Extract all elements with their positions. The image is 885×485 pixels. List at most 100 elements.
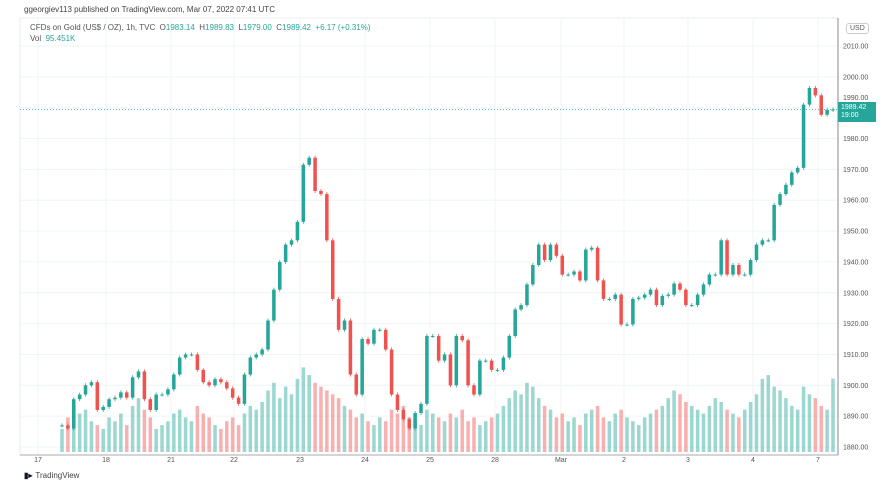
high-value: 1989.83 bbox=[205, 23, 234, 32]
candle bbox=[201, 369, 206, 383]
candle bbox=[378, 329, 382, 331]
volume-bar bbox=[713, 398, 718, 452]
volume-bar bbox=[260, 402, 264, 452]
volume-bar bbox=[719, 402, 723, 452]
candle bbox=[130, 377, 135, 398]
candle bbox=[336, 298, 341, 330]
candle bbox=[525, 284, 529, 306]
volume-bar bbox=[124, 425, 129, 452]
x-tick-label: 17 bbox=[34, 457, 42, 464]
candle bbox=[672, 283, 676, 295]
volume-bar bbox=[242, 413, 247, 452]
candle bbox=[254, 354, 258, 358]
candle bbox=[295, 221, 300, 241]
candle bbox=[283, 244, 288, 262]
x-tick-label: 23 bbox=[296, 457, 304, 464]
volume-bar bbox=[489, 417, 494, 452]
volume-bar bbox=[207, 417, 211, 452]
volume-bar bbox=[531, 386, 535, 452]
x-tick-label: 2 bbox=[622, 457, 626, 464]
volume-bar bbox=[760, 378, 765, 452]
volume-bar bbox=[613, 413, 618, 452]
volume-bar bbox=[301, 367, 306, 452]
candle bbox=[401, 409, 406, 420]
volume-bar bbox=[772, 386, 776, 452]
volume-bar bbox=[519, 394, 523, 452]
candle bbox=[519, 305, 523, 310]
candle bbox=[578, 271, 582, 281]
volume-bar bbox=[513, 390, 517, 452]
volume-bar bbox=[83, 409, 88, 452]
volume-bar bbox=[201, 413, 206, 452]
volume-bar bbox=[336, 398, 341, 452]
last-price: 1989.42 bbox=[841, 104, 867, 111]
tradingview-logo[interactable]: ▮▸ TradingView bbox=[24, 471, 80, 480]
volume-bar bbox=[495, 413, 500, 452]
candle bbox=[754, 244, 759, 261]
volume-bar bbox=[383, 421, 388, 452]
volume-bar bbox=[360, 413, 364, 452]
candle bbox=[195, 354, 200, 370]
candle bbox=[513, 309, 517, 336]
volume-bar bbox=[807, 394, 812, 452]
y-tick-label: 2000.00 bbox=[843, 74, 868, 81]
candle bbox=[448, 354, 453, 386]
volume-bar bbox=[619, 409, 623, 452]
volume-bar bbox=[407, 417, 412, 452]
volume-bar bbox=[536, 398, 541, 452]
y-tick-label: 1900.00 bbox=[843, 383, 868, 390]
volume-bar bbox=[431, 413, 435, 452]
candle bbox=[148, 399, 153, 410]
volume-bar bbox=[472, 417, 476, 452]
candle bbox=[478, 360, 482, 395]
volume-bar bbox=[401, 405, 406, 452]
volume-bar bbox=[660, 405, 665, 452]
last-price-label: 1989.42 19:00 bbox=[838, 102, 876, 122]
currency-button[interactable]: USD bbox=[846, 23, 869, 34]
volume-bar bbox=[189, 421, 194, 452]
volume-bar bbox=[219, 428, 223, 452]
candle bbox=[113, 397, 117, 400]
y-tick-label: 1940.00 bbox=[843, 259, 868, 266]
volume-bar bbox=[684, 402, 688, 452]
volume-bar bbox=[148, 417, 153, 452]
candle bbox=[819, 95, 823, 115]
candle bbox=[454, 335, 459, 386]
candle bbox=[166, 389, 170, 395]
volume-bar bbox=[560, 413, 565, 452]
volume-bar bbox=[507, 398, 512, 452]
candle bbox=[707, 274, 712, 285]
volume-bar bbox=[707, 405, 712, 452]
volume-bar bbox=[695, 409, 700, 452]
volume-bar bbox=[625, 417, 629, 452]
volume-bar bbox=[790, 405, 794, 452]
candle bbox=[119, 392, 123, 398]
candle bbox=[230, 388, 235, 398]
volume-bar bbox=[637, 425, 641, 452]
candle bbox=[142, 371, 147, 400]
change-value: +6.17 (+0.31%) bbox=[315, 23, 371, 32]
candle bbox=[737, 265, 741, 275]
volume-bar bbox=[160, 425, 164, 452]
candle bbox=[319, 190, 323, 195]
volume-bar bbox=[742, 409, 747, 452]
volume-bar bbox=[230, 417, 235, 452]
volume-bar bbox=[725, 409, 729, 452]
volume-bar bbox=[225, 421, 229, 452]
volume-bar bbox=[378, 417, 382, 452]
volume-bar bbox=[342, 405, 347, 452]
volume-bar bbox=[654, 409, 659, 452]
volume-bar bbox=[460, 409, 464, 452]
y-tick-label: 1920.00 bbox=[843, 321, 868, 328]
candle bbox=[489, 360, 494, 370]
candle bbox=[495, 369, 500, 371]
candle bbox=[183, 354, 188, 358]
candle bbox=[431, 335, 435, 337]
candle bbox=[248, 357, 253, 375]
volume-bar bbox=[754, 394, 759, 452]
candle bbox=[784, 184, 788, 195]
candle bbox=[95, 382, 100, 410]
volume-bar bbox=[572, 417, 576, 452]
candle bbox=[689, 305, 694, 307]
